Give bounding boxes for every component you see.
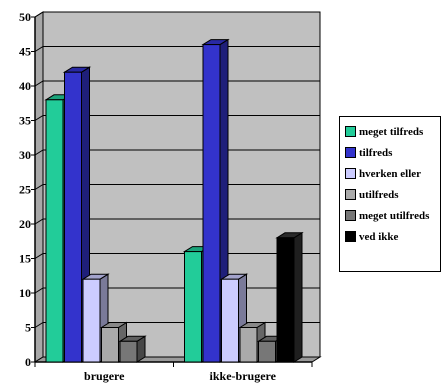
y-tick-label: 25 [19,183,31,197]
legend: meget tilfreds tilfreds hverken eller utilf… [339,116,441,272]
y-tick-label: 5 [25,321,31,335]
legend-swatch [345,189,356,200]
y-tick-label: 50 [19,10,31,24]
legend-item: hverken eller [345,163,440,184]
y-tick-label: 30 [19,148,31,162]
bar-front [101,327,119,363]
gridline [34,11,320,18]
bar-front [276,237,295,363]
legend-item: meget tilfreds [345,121,440,142]
legend-item: meget utilfreds [345,205,440,226]
y-tick-label: 20 [19,217,31,231]
y-tick-label: 45 [19,45,31,59]
legend-swatch [345,168,356,179]
legend-label: hverken eller [359,167,422,180]
y-tick-label: 40 [19,79,31,93]
bar-front [258,340,276,363]
y-tick-label: 35 [19,114,31,128]
bar-front [184,251,202,363]
bar [201,38,230,363]
bar-front [119,340,138,363]
x-category-label: brugere [84,369,125,383]
legend-swatch [345,210,356,221]
bar [275,231,304,363]
legend-item: tilfreds [345,142,440,163]
legend-item: ved ikke [345,226,440,247]
legend-swatch [345,231,356,242]
legend-label: meget utilfreds [359,209,430,222]
bar-front [82,278,101,363]
y-tick-label: 10 [19,286,31,300]
legend-label: utilfreds [359,188,399,201]
bar-front [45,99,64,363]
axis-labels: 0 5 10 15 20 25 30 35 40 45 50 brugere ikke-brugere [19,10,277,383]
bar-front [64,71,82,363]
legend-label: meget tilfreds [359,125,424,138]
bar [118,335,147,363]
bar-side [293,231,303,363]
legend-swatch [345,147,356,158]
y-tick-label: 15 [19,252,31,266]
x-category-label: ikke-brugere [210,369,277,383]
legend-label: tilfreds [359,146,393,159]
legend-swatch [345,126,356,137]
legend-item: utilfreds [345,184,440,205]
bar-front [239,327,258,363]
legend-label: ved ikke [359,230,399,243]
bars [44,38,304,363]
bar-front [221,278,239,363]
y-tick-label: 0 [25,355,31,369]
bar-front [202,44,221,363]
